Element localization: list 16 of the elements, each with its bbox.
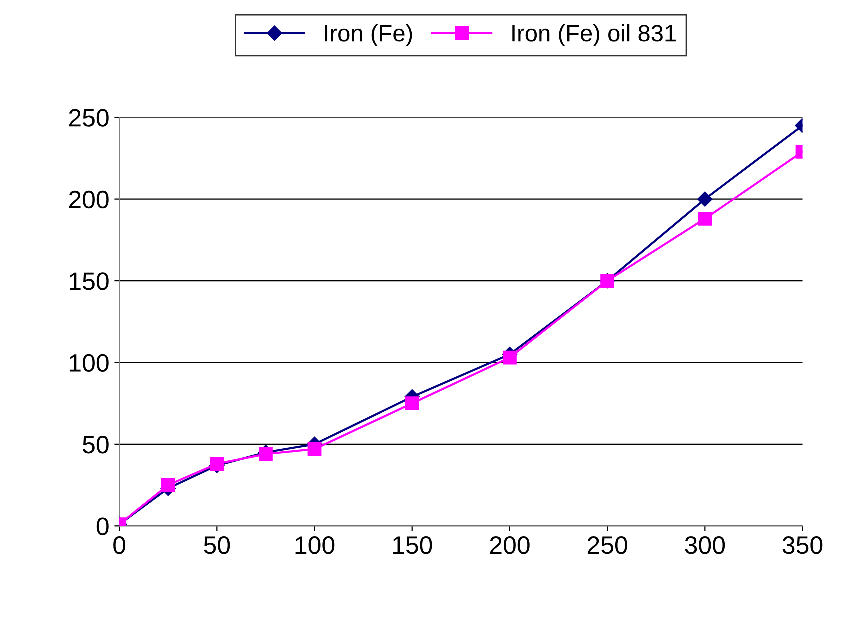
legend-label: Iron (Fe) (325, 24, 412, 46)
x-tick-label: 50 (204, 536, 230, 554)
y-tick-label: 0 (96, 518, 109, 536)
y-tick-label: 200 (69, 190, 109, 209)
y-tick-label: 250 (69, 109, 109, 127)
x-tick-label: 250 (588, 536, 628, 554)
x-tick-label: 0 (114, 536, 126, 554)
x-tick-label: 150 (393, 536, 432, 554)
y-tick-label: 150 (70, 272, 109, 290)
x-tick-label: 200 (490, 536, 530, 554)
y-tick-label: 100 (70, 354, 109, 372)
x-tick-label: 350 (782, 536, 823, 554)
y-tick-label: 50 (83, 436, 109, 454)
x-tick-label: 300 (685, 536, 726, 554)
x-tick-label: 100 (296, 536, 335, 554)
legend-label: Iron (Fe) oil 831 (512, 24, 676, 46)
